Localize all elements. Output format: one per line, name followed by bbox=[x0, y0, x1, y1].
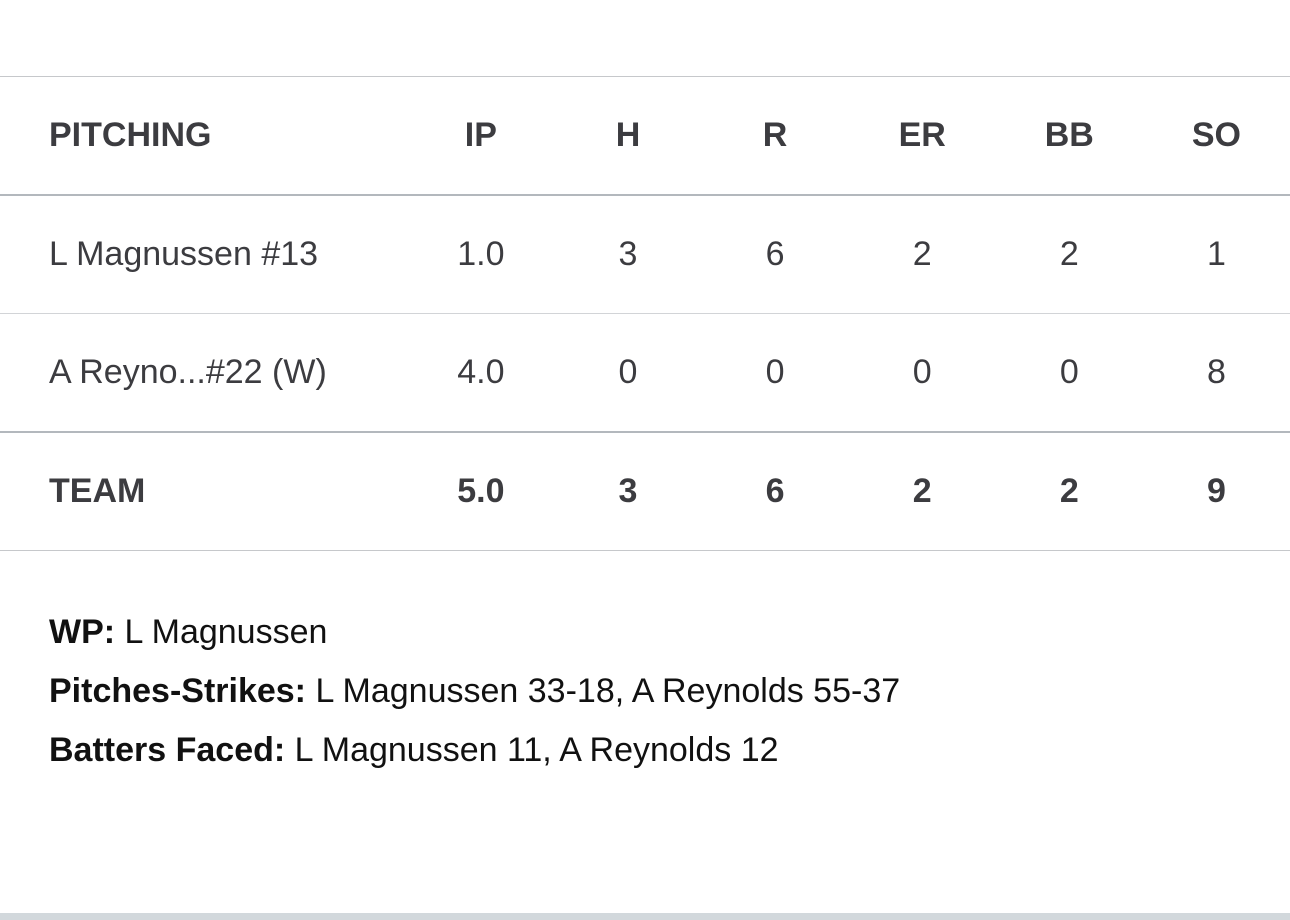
header-row: PITCHING IP H R ER BB SO bbox=[0, 77, 1290, 195]
cell: 2 bbox=[912, 472, 932, 510]
note-batters-faced: Batters Faced: L Magnussen 11, A Reynold… bbox=[49, 731, 779, 769]
note-pitches-strikes: Pitches-Strikes: L Magnussen 33-18, A Re… bbox=[49, 672, 901, 710]
cell: 5.0 bbox=[457, 472, 505, 510]
cell: 0 bbox=[765, 353, 785, 391]
col-er: ER bbox=[898, 116, 946, 154]
cell: 0 bbox=[618, 353, 638, 391]
cell: 3 bbox=[618, 472, 638, 510]
cell: 3 bbox=[618, 235, 638, 273]
game-notes: WP: L Magnussen Pitches-Strikes: L Magnu… bbox=[49, 603, 900, 780]
table-row[interactable]: L Magnussen #13 1.0 3 6 2 2 1 bbox=[0, 195, 1290, 314]
table-row[interactable]: A Reyno...#22 (W) 4.0 0 0 0 0 8 bbox=[0, 314, 1290, 432]
note-wp: WP: L Magnussen bbox=[49, 613, 328, 651]
team-label: TEAM bbox=[49, 472, 146, 510]
bottom-divider bbox=[0, 913, 1290, 920]
cell: 6 bbox=[765, 235, 785, 273]
cell: 8 bbox=[1206, 353, 1226, 391]
col-bb: BB bbox=[1044, 116, 1094, 154]
cell: 1 bbox=[1206, 235, 1226, 273]
cell: 0 bbox=[912, 353, 932, 391]
col-pitching: PITCHING bbox=[49, 116, 212, 154]
player-name[interactable]: L Magnussen #13 bbox=[49, 235, 319, 273]
cell: 2 bbox=[1059, 235, 1079, 273]
col-r: R bbox=[762, 116, 788, 154]
player-name[interactable]: A Reyno...#22 (W) bbox=[49, 353, 327, 391]
team-total-row: TEAM 5.0 3 6 2 2 9 bbox=[0, 432, 1290, 551]
cell: 4.0 bbox=[457, 353, 505, 391]
cell: 9 bbox=[1206, 472, 1226, 510]
col-ip: IP bbox=[464, 116, 497, 154]
pitching-table: PITCHING IP H R ER BB SO L Magnussen #13… bbox=[0, 76, 1290, 551]
cell: 2 bbox=[1059, 472, 1079, 510]
col-h: H bbox=[615, 116, 641, 154]
cell: 1.0 bbox=[457, 235, 505, 273]
cell: 0 bbox=[1059, 353, 1079, 391]
col-so: SO bbox=[1191, 116, 1241, 154]
cell: 2 bbox=[912, 235, 932, 273]
cell: 6 bbox=[765, 472, 785, 510]
